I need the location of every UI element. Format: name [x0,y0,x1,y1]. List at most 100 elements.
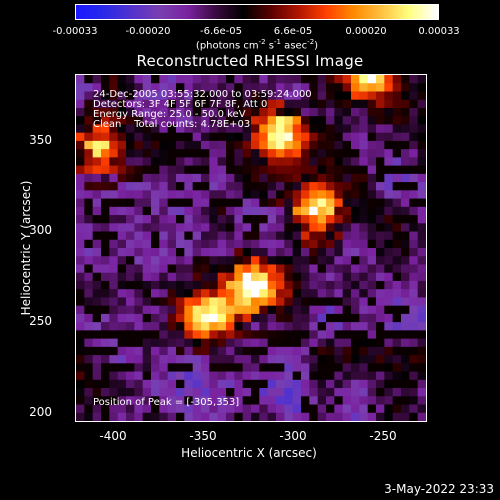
heatmap-cell [309,107,319,117]
heatmap-cell [84,99,94,109]
heatmap-cell [317,173,327,183]
heatmap-cell [301,83,310,92]
heatmap-cell [92,107,102,117]
heatmap-cell [109,313,119,323]
colorbar-segment [419,5,424,19]
heatmap-cell [351,198,360,208]
heatmap-cell [76,132,85,142]
heatmap-cell [226,149,235,158]
heatmap-cell [251,223,260,233]
heatmap-cell [134,346,144,356]
heatmap-cell [384,215,394,224]
heatmap-cell [167,75,177,84]
heatmap-cell [134,363,144,373]
heatmap-cell [184,346,194,356]
heatmap-cell [301,91,310,101]
heatmap-cell [184,371,194,381]
heatmap-cell [367,412,377,421]
heatmap-cell [209,346,219,356]
heatmap-cell [159,182,169,191]
heatmap-cell [409,149,419,158]
heatmap-cell [334,124,344,134]
heatmap-cell [417,388,426,397]
heatmap-cell [417,99,426,109]
heatmap-cell [284,223,294,233]
heatmap-cell [367,124,377,134]
heatmap-cell [101,289,110,298]
heatmap-cell [301,371,310,381]
heatmap-cell [292,338,302,348]
heatmap-cell [276,198,285,208]
heatmap-cell [117,149,127,158]
heatmap-cell [309,182,319,191]
heatmap-cell [101,305,110,315]
heatmap-cell [401,346,410,356]
heatmap-cell [334,264,344,274]
heatmap-cell [284,396,294,406]
heatmap-cell [134,412,144,421]
heatmap-cell [134,83,144,92]
heatmap-cell [276,330,285,340]
heatmap-cell [226,272,235,282]
heatmap-cell [126,338,135,348]
heatmap-cell [309,338,319,348]
heatmap-cell [167,297,177,307]
heatmap-cell [409,206,419,216]
colorbar-segment [332,5,337,19]
heatmap-cell [226,404,235,414]
heatmap-cell [176,346,185,356]
heatmap-cell [267,83,277,92]
heatmap-cell [259,75,269,84]
colorbar-segment [193,5,198,19]
heatmap-cell [401,124,410,134]
heatmap-cell [309,396,319,406]
heatmap-cell [126,280,135,290]
heatmap-cell [351,289,360,298]
heatmap-cell [367,198,377,208]
heatmap-cell [176,338,185,348]
heatmap-cell [309,83,319,92]
heatmap-cell [234,124,244,134]
heatmap-cell [351,165,360,175]
heatmap-cell [417,396,426,406]
heatmap-cell [326,256,335,265]
heatmap-cell [351,313,360,323]
heatmap-cell [84,173,94,183]
heatmap-cell [176,190,185,200]
heatmap-cell [417,231,426,241]
heatmap-cell [392,190,402,200]
heatmap-cell [392,182,402,191]
heatmap-cell [209,173,219,183]
heatmap-cell [159,355,169,364]
heatmap-cell [126,157,135,167]
heatmap-cell [359,140,369,150]
heatmap-cell [401,157,410,167]
heatmap-cell [409,231,419,241]
heatmap-cell [351,322,360,331]
heatmap-cell [409,173,419,183]
heatmap-cell [126,412,135,421]
heatmap-cell [384,363,394,373]
heatmap-cell [351,173,360,183]
heatmap-cell [76,338,85,348]
heatmap-cell [409,396,419,406]
heatmap-cell [84,338,94,348]
heatmap-cell [242,124,252,134]
heatmap-cell [184,173,194,183]
heatmap-cell [376,182,385,191]
heatmap-cell [334,412,344,421]
heatmap-cell [117,182,127,191]
heatmap-cell [209,388,219,397]
heatmap-cell [409,99,419,109]
heatmap-cell [126,264,135,274]
heatmap-cell [184,91,194,101]
heatmap-cell [209,404,219,414]
heatmap-cell [401,388,410,397]
heatmap-cell [109,396,119,406]
heatmap-cell [76,289,85,298]
heatmap-cell [267,223,277,233]
heatmap-cell [259,280,269,290]
heatmap-cell [259,223,269,233]
heatmap-cell [392,140,402,150]
heatmap-cell [151,132,160,142]
